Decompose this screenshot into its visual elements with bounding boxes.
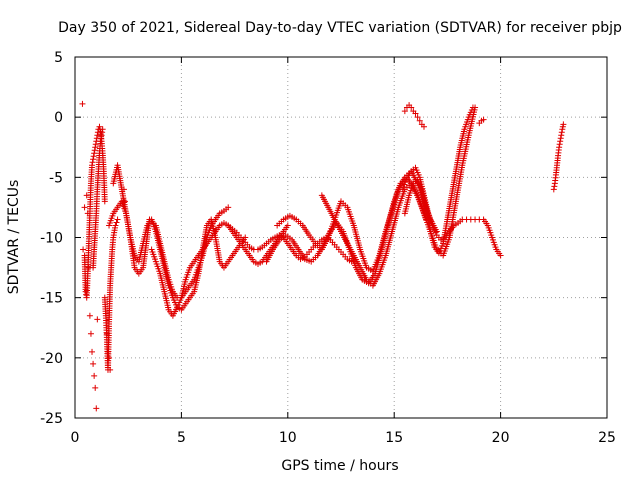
x-axis-label: GPS time / hours bbox=[281, 458, 398, 474]
series-s6 bbox=[225, 222, 355, 265]
y-tick-label: 0 bbox=[54, 110, 63, 126]
data-point bbox=[90, 153, 97, 160]
data-point bbox=[89, 162, 96, 169]
y-tick-label: -5 bbox=[49, 170, 63, 186]
data-point bbox=[551, 183, 558, 190]
data-point bbox=[112, 222, 119, 229]
x-tick-label: 10 bbox=[279, 430, 297, 446]
data-point bbox=[91, 150, 98, 157]
data-point bbox=[80, 246, 87, 253]
x-tick-label: 0 bbox=[71, 430, 80, 446]
data-point bbox=[123, 210, 130, 217]
data-point bbox=[113, 219, 120, 226]
data-point bbox=[93, 405, 100, 412]
chart-title: Day 350 of 2021, Sidereal Day-to-day VTE… bbox=[58, 20, 622, 36]
y-tick-label: -10 bbox=[40, 231, 63, 247]
data-point bbox=[556, 144, 563, 151]
data-point bbox=[408, 104, 415, 111]
data-point bbox=[497, 252, 504, 259]
data-point bbox=[103, 330, 110, 337]
data-point bbox=[114, 216, 121, 223]
data-point bbox=[104, 348, 111, 355]
series-s0 bbox=[81, 123, 108, 301]
data-point bbox=[79, 100, 86, 107]
data-point bbox=[89, 348, 96, 355]
data-point bbox=[107, 366, 114, 373]
data-point bbox=[86, 312, 93, 319]
series-s5 bbox=[148, 220, 291, 319]
data-point bbox=[97, 138, 104, 145]
grid bbox=[75, 57, 607, 418]
data-point bbox=[91, 372, 98, 379]
data-point bbox=[91, 147, 98, 154]
data-point bbox=[98, 132, 105, 139]
data-point bbox=[225, 204, 232, 211]
data-point bbox=[92, 144, 99, 151]
data-point bbox=[87, 330, 94, 337]
series-s13 bbox=[476, 116, 487, 127]
data-point bbox=[83, 192, 90, 199]
x-tick-label: 15 bbox=[385, 430, 403, 446]
data-point bbox=[81, 204, 88, 211]
data-point bbox=[558, 129, 565, 136]
y-tick-label: -20 bbox=[40, 351, 63, 367]
data-point bbox=[469, 104, 476, 111]
data-point bbox=[560, 121, 567, 128]
data-point bbox=[99, 129, 106, 136]
data-point bbox=[420, 123, 427, 130]
data-point bbox=[401, 108, 408, 115]
data-point bbox=[101, 198, 108, 205]
data-point bbox=[557, 138, 564, 145]
data-point bbox=[120, 186, 127, 193]
data-point bbox=[92, 384, 99, 391]
y-tick-label: -15 bbox=[40, 291, 63, 307]
data-point bbox=[90, 156, 97, 163]
y-tick-label: 5 bbox=[54, 50, 63, 66]
data-point bbox=[550, 186, 557, 193]
series-s9 bbox=[318, 104, 479, 289]
data-point bbox=[122, 198, 129, 205]
data-point bbox=[556, 141, 563, 148]
data-point bbox=[480, 116, 487, 123]
series-s1 bbox=[90, 126, 106, 271]
data-point bbox=[85, 264, 92, 271]
series-s11 bbox=[401, 104, 476, 257]
x-tick-label: 25 bbox=[598, 430, 616, 446]
data-point bbox=[82, 288, 89, 295]
data-point bbox=[557, 135, 564, 142]
data-point bbox=[414, 114, 421, 121]
data-point bbox=[90, 360, 97, 367]
data-point bbox=[106, 354, 113, 361]
data-point bbox=[94, 316, 101, 323]
y-axis-label: SDTVAR / TECUs bbox=[6, 180, 22, 295]
x-tick-label: 20 bbox=[492, 430, 510, 446]
axis-ticks: 0 5 10 15 20 25 -25 -20 -15 -10 -5 0 5 bbox=[40, 50, 616, 446]
data-point bbox=[558, 132, 565, 139]
data-point bbox=[412, 110, 419, 117]
series-s2 bbox=[101, 216, 121, 373]
data-point bbox=[99, 126, 106, 133]
series-s15 bbox=[79, 100, 130, 412]
y-tick-label: -25 bbox=[40, 411, 63, 427]
x-tick-label: 5 bbox=[177, 430, 186, 446]
series-s12 bbox=[401, 102, 427, 130]
data-points bbox=[79, 100, 567, 412]
data-point bbox=[89, 159, 96, 166]
data-point bbox=[98, 135, 105, 142]
data-point bbox=[284, 222, 291, 229]
series-s14 bbox=[550, 121, 567, 193]
data-point bbox=[84, 210, 91, 217]
data-point bbox=[92, 141, 99, 148]
data-point bbox=[416, 117, 423, 124]
series-s8 bbox=[274, 168, 440, 275]
